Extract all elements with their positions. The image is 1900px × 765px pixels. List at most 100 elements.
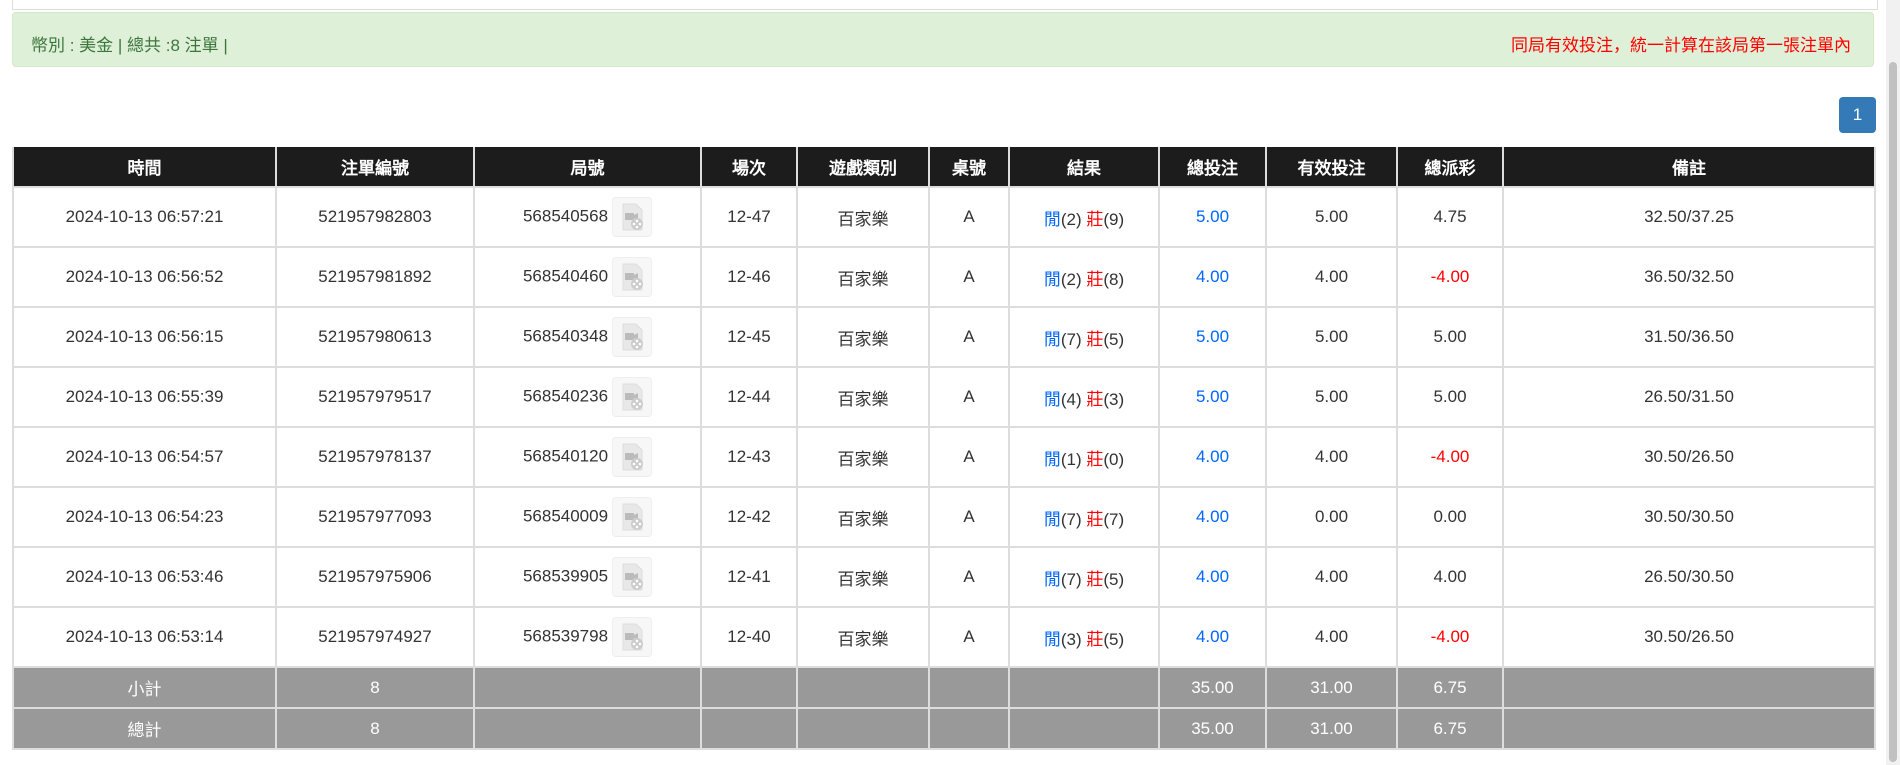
bet-id-cell: 521957981892 (275, 246, 475, 308)
shoe-cell: 12-40 (700, 606, 798, 668)
round-cell: 568539905 (473, 546, 702, 608)
total-bet-cell[interactable]: 5.00 (1158, 306, 1267, 368)
player-points: (7) (1060, 569, 1082, 589)
game-type-cell: 百家樂 (796, 486, 930, 548)
video-replay-icon[interactable] (612, 437, 653, 477)
valid-bet-cell: 4.00 (1265, 606, 1398, 668)
total-bet-cell[interactable]: 4.00 (1158, 246, 1267, 308)
column-header: 結果 (1008, 147, 1160, 188)
note-cell: 26.50/30.50 (1502, 546, 1876, 608)
total-bet-cell[interactable]: 4.00 (1158, 606, 1267, 668)
total-bet-cell[interactable]: 5.00 (1158, 186, 1267, 248)
time-cell: 2024-10-13 06:55:39 (12, 366, 277, 428)
valid-bet-notice: 同局有效投注，統一計算在該局第一張注單內 (1511, 36, 1851, 55)
banker-label: 莊 (1086, 329, 1104, 349)
round-number: 568540009 (522, 506, 609, 526)
video-replay-icon[interactable] (612, 197, 653, 237)
note-cell: 36.50/32.50 (1502, 246, 1876, 308)
table-row: 2024-10-13 06:56:52 521957981892 5685404… (12, 246, 1876, 308)
banker-points: (5) (1103, 629, 1125, 649)
player-points: (3) (1060, 629, 1082, 649)
total-bet-cell[interactable]: 4.00 (1158, 546, 1267, 608)
valid-bet-cell: 4.00 (1265, 426, 1398, 488)
valid-bet-cell: 5.00 (1265, 306, 1398, 368)
summary-payout: 6.75 (1396, 666, 1504, 709)
payout-cell: 5.00 (1396, 306, 1504, 368)
bet-id-cell: 521957975906 (275, 546, 475, 608)
banker-points: (5) (1103, 569, 1125, 589)
total-bet-cell[interactable]: 4.00 (1158, 486, 1267, 548)
round-number: 568540348 (522, 326, 609, 346)
banker-points: (7) (1103, 509, 1125, 529)
round-number: 568540120 (522, 446, 609, 466)
shoe-cell: 12-44 (700, 366, 798, 428)
round-cell: 568539798 (473, 606, 702, 668)
round-number: 568540236 (522, 386, 609, 406)
summary-alert: 幣別 : 美金 | 總共 :8 注單 | 同局有效投注，統一計算在該局第一張注單… (12, 12, 1874, 67)
summary-valid-bet: 31.00 (1265, 707, 1398, 750)
video-replay-icon[interactable] (612, 257, 653, 297)
note-cell: 30.50/26.50 (1502, 426, 1876, 488)
banker-label: 莊 (1086, 269, 1104, 289)
game-type-cell: 百家樂 (796, 246, 930, 308)
summary-label: 小計 (12, 666, 277, 709)
video-replay-icon[interactable] (612, 617, 653, 657)
table-no-cell: A (928, 606, 1010, 668)
player-label: 閒 (1043, 269, 1061, 289)
column-header: 遊戲類別 (796, 147, 930, 188)
payout-cell: 4.00 (1396, 546, 1504, 608)
time-cell: 2024-10-13 06:57:21 (12, 186, 277, 248)
time-cell: 2024-10-13 06:54:57 (12, 426, 277, 488)
vertical-scrollbar[interactable] (1886, 0, 1900, 765)
payout-cell: 5.00 (1396, 366, 1504, 428)
time-cell: 2024-10-13 06:56:15 (12, 306, 277, 368)
table-header-row: 時間 注單編號 局號 場次 遊戲類別 桌號 結果 總投注 有效投注 總派彩 備註 (12, 147, 1876, 188)
round-number: 568540460 (522, 266, 609, 286)
shoe-cell: 12-45 (700, 306, 798, 368)
scrollbar-thumb[interactable] (1889, 62, 1897, 762)
table-row: 2024-10-13 06:53:46 521957975906 5685399… (12, 546, 1876, 608)
currency-summary: 幣別 : 美金 | 總共 :8 注單 | (31, 36, 228, 55)
summary-count: 8 (275, 666, 475, 709)
result-cell: 閒(4) 莊(3) (1008, 366, 1160, 428)
valid-bet-cell: 0.00 (1265, 486, 1398, 548)
table-row: 2024-10-13 06:54:57 521957978137 5685401… (12, 426, 1876, 488)
round-cell: 568540120 (473, 426, 702, 488)
page-1-button[interactable]: 1 (1839, 97, 1876, 133)
summary-total-bet: 35.00 (1158, 666, 1267, 709)
note-cell: 26.50/31.50 (1502, 366, 1876, 428)
column-header: 桌號 (928, 147, 1010, 188)
player-label: 閒 (1043, 629, 1061, 649)
summary-total-bet: 35.00 (1158, 707, 1267, 750)
player-label: 閒 (1043, 569, 1061, 589)
video-replay-icon[interactable] (612, 377, 653, 417)
round-number: 568540568 (522, 206, 609, 226)
shoe-cell: 12-43 (700, 426, 798, 488)
note-cell: 32.50/37.25 (1502, 186, 1876, 248)
table-no-cell: A (928, 546, 1010, 608)
banker-label: 莊 (1086, 569, 1104, 589)
shoe-cell: 12-41 (700, 546, 798, 608)
bet-records-table: 時間 注單編號 局號 場次 遊戲類別 桌號 結果 總投注 有效投注 總派彩 備註 2024-10-1… (12, 147, 1876, 750)
video-replay-icon[interactable] (612, 557, 653, 597)
table-no-cell: A (928, 186, 1010, 248)
payout-cell: 0.00 (1396, 486, 1504, 548)
bet-id-cell: 521957980613 (275, 306, 475, 368)
result-cell: 閒(7) 莊(7) (1008, 486, 1160, 548)
summary-valid-bet: 31.00 (1265, 666, 1398, 709)
round-cell: 568540348 (473, 306, 702, 368)
total-bet-cell[interactable]: 4.00 (1158, 426, 1267, 488)
time-cell: 2024-10-13 06:53:46 (12, 546, 277, 608)
bet-id-cell: 521957979517 (275, 366, 475, 428)
player-points: (4) (1060, 389, 1082, 409)
game-type-cell: 百家樂 (796, 606, 930, 668)
summary-label: 總計 (12, 707, 277, 750)
total-bet-cell[interactable]: 5.00 (1158, 366, 1267, 428)
valid-bet-cell: 4.00 (1265, 546, 1398, 608)
banker-label: 莊 (1086, 389, 1104, 409)
video-replay-icon[interactable] (612, 317, 653, 357)
player-points: (2) (1060, 209, 1082, 229)
table-row: 2024-10-13 06:56:15 521957980613 5685403… (12, 306, 1876, 368)
video-replay-icon[interactable] (612, 497, 653, 537)
result-cell: 閒(1) 莊(0) (1008, 426, 1160, 488)
